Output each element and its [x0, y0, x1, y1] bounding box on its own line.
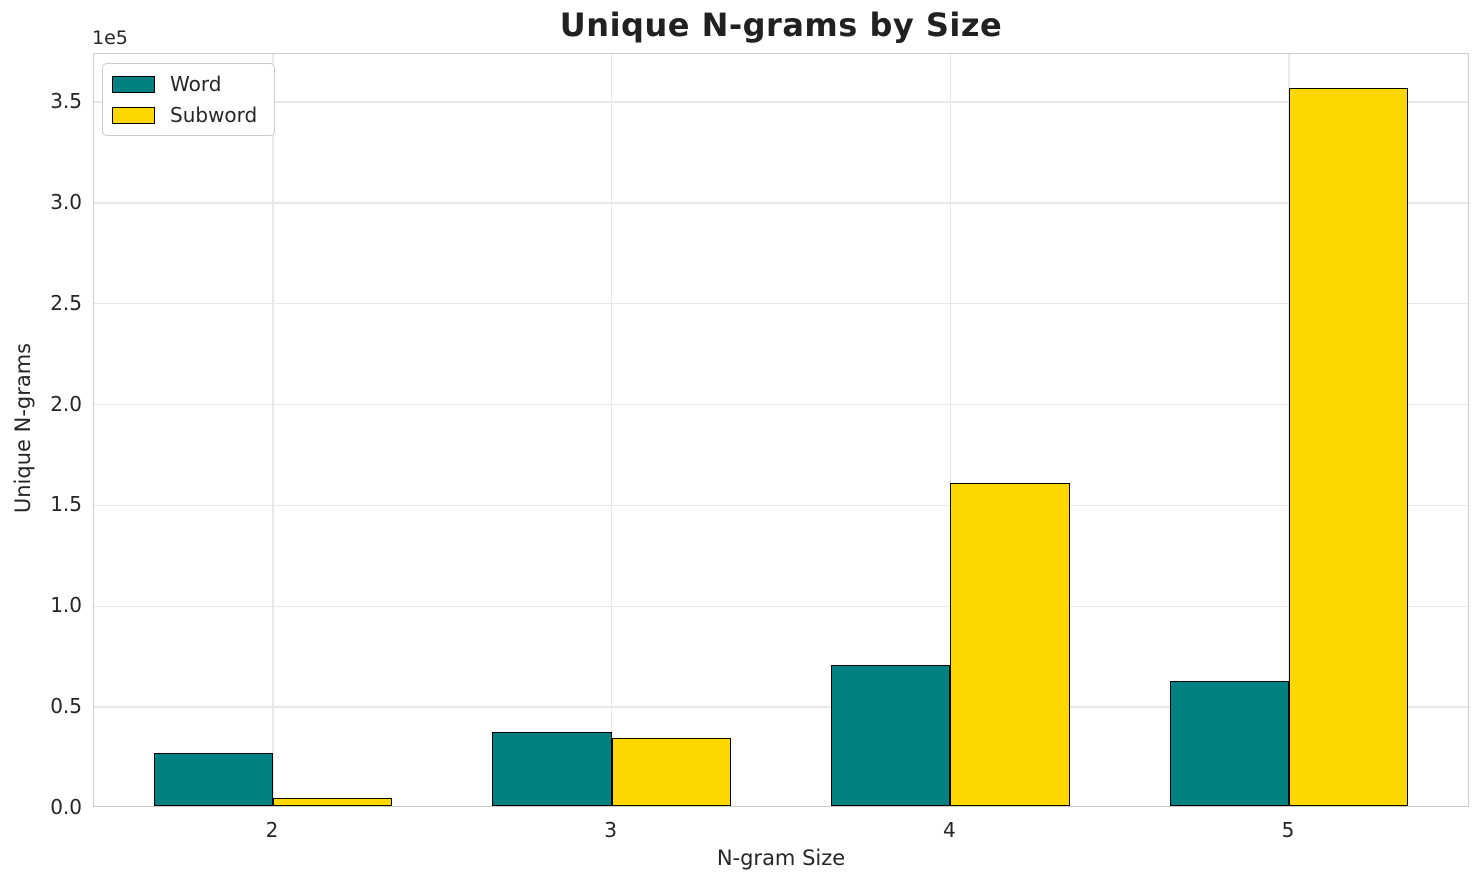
bar-subword-2 — [273, 797, 393, 806]
gridline-vertical — [1288, 54, 1290, 806]
y-tick-label: 2.5 — [50, 290, 82, 315]
legend-label-word: Word — [170, 72, 222, 96]
x-tick-label: 3 — [604, 818, 618, 842]
y-tick-label: 0.0 — [50, 795, 82, 819]
gridline-horizontal — [94, 303, 1468, 305]
x-tick-label: 2 — [265, 818, 279, 842]
legend-swatch-word — [112, 75, 155, 93]
x-axis-label: N-gram Size — [716, 846, 846, 870]
gridline-horizontal — [94, 605, 1468, 607]
x-tick-label: 5 — [1281, 818, 1295, 842]
gridline-vertical — [949, 54, 952, 806]
gridline-horizontal — [94, 403, 1468, 406]
chart-title: Unique N-grams by Size — [559, 6, 1003, 44]
bar-word-4 — [831, 664, 951, 806]
gridline-horizontal — [94, 504, 1468, 507]
legend: Word Subword — [102, 63, 276, 136]
y-tick-label: 3.5 — [50, 89, 82, 113]
y-tick-label: 1.5 — [50, 492, 82, 517]
bar-word-5 — [1169, 680, 1289, 806]
y-tick-label: 1.0 — [50, 593, 82, 618]
x-tick-label: 4 — [942, 818, 956, 842]
y-axis-offset-label: 1e5 — [92, 27, 128, 49]
bar-subword-3 — [611, 738, 731, 806]
gridline-horizontal — [94, 202, 1468, 204]
bar-subword-5 — [1289, 87, 1409, 806]
y-tick-label: 2.0 — [50, 391, 82, 416]
y-tick-label: 3.0 — [50, 189, 82, 214]
gridline-vertical — [610, 54, 613, 806]
gridline-horizontal — [94, 706, 1468, 708]
legend-swatch-subword — [112, 106, 155, 124]
plot-area: Word Subword — [93, 53, 1469, 807]
y-axis-label: Unique N-grams — [11, 342, 35, 514]
legend-item-subword: Subword — [112, 103, 257, 127]
legend-item-word: Word — [112, 72, 257, 96]
bar-word-2 — [153, 752, 273, 806]
gridline-vertical — [272, 54, 274, 806]
bar-word-3 — [492, 732, 612, 806]
y-tick-label: 0.5 — [50, 694, 82, 719]
legend-label-subword: Subword — [170, 103, 258, 127]
gridline-horizontal — [94, 101, 1468, 103]
bar-subword-4 — [950, 483, 1070, 806]
